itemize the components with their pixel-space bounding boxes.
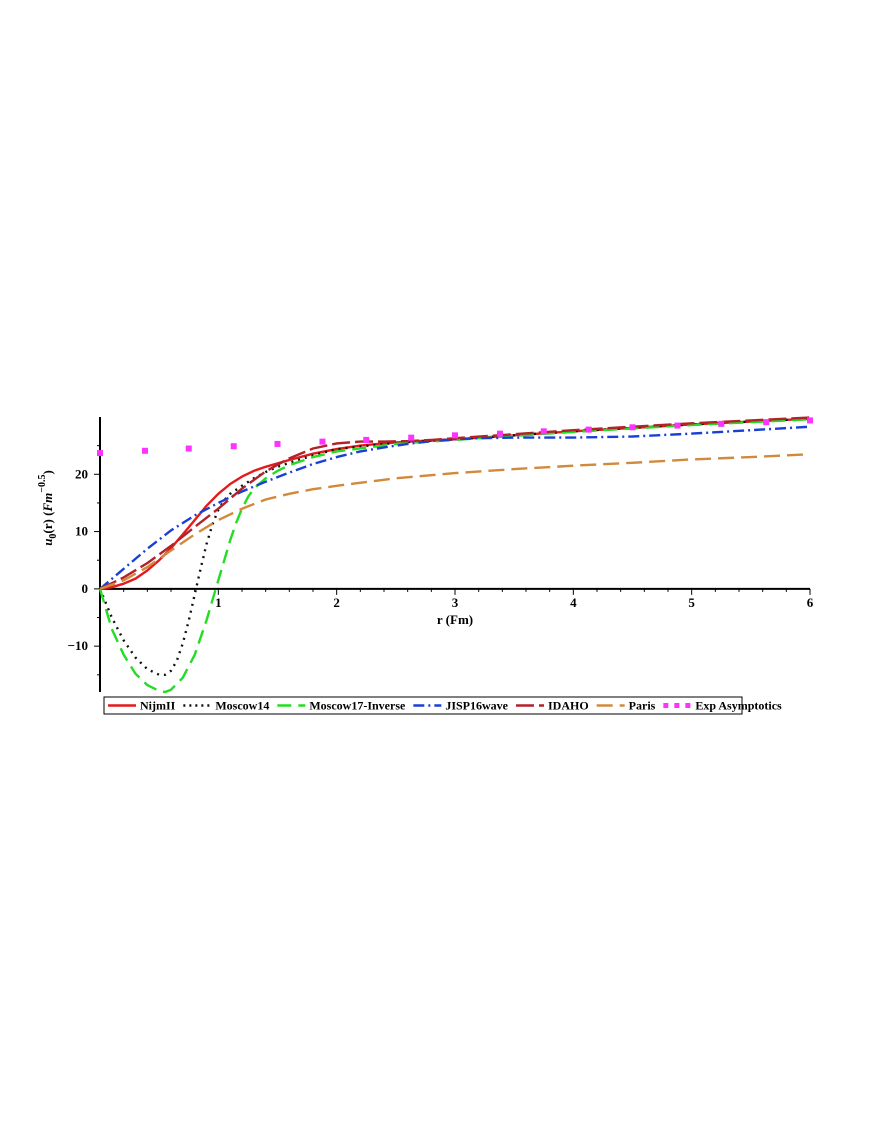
- data-point-exp-asymptotics: [230, 443, 237, 450]
- x-axis-title: r (Fm): [437, 612, 473, 627]
- x-tick-label: 2: [333, 595, 340, 610]
- y-axis-title-fm: Fm: [40, 493, 55, 513]
- legend: NijmII Moscow14 Moscow17-Inverse JISP16wave…: [103, 696, 782, 715]
- x-tick-label: 6: [807, 595, 814, 610]
- legend-item-exp-asymptotics: Exp Asymptotics: [663, 699, 782, 713]
- data-point-exp-asymptotics: [540, 428, 547, 435]
- data-point-exp-asymptotics: [97, 450, 103, 457]
- legend-item-paris: Paris: [596, 699, 656, 713]
- x-tick-label: 1: [215, 595, 222, 610]
- legend-item-moscow14: Moscow14: [183, 699, 269, 713]
- series-line-idaho: [99, 416, 811, 590]
- legend-label-paris: Paris: [629, 699, 656, 713]
- y-tick-label: −10: [68, 638, 88, 653]
- legend-swatch-exp-asymptotics: [674, 703, 680, 708]
- data-point-exp-asymptotics: [319, 438, 326, 445]
- legend-label-moscow17-inverse: Moscow17-Inverse: [309, 699, 406, 713]
- series-line-nijmii: [99, 417, 811, 591]
- data-point-exp-asymptotics: [763, 419, 770, 426]
- y-tick-label: 0: [82, 581, 89, 596]
- series-line-paris: [99, 453, 811, 591]
- svg-text:u0(r) (Fm−0.5): u0(r) (Fm−0.5): [37, 470, 59, 546]
- data-point-exp-asymptotics: [452, 432, 458, 439]
- legend-swatch-exp-asymptotics: [685, 703, 691, 708]
- x-tick-label: 3: [452, 595, 459, 610]
- y-tick-label: 10: [75, 524, 88, 539]
- legend-item-jisp16wave: JISP16wave: [413, 699, 509, 713]
- series-line-moscow14: [98, 417, 811, 676]
- legend-label-moscow14: Moscow14: [215, 699, 269, 713]
- y-axis-title-sub: 0: [48, 534, 59, 539]
- legend-item-nijmii: NijmII: [108, 699, 176, 713]
- legend-label-jisp16wave: JISP16wave: [445, 699, 508, 713]
- data-point-exp-asymptotics: [274, 440, 281, 447]
- data-point-exp-asymptotics: [141, 447, 148, 454]
- data-point-exp-asymptotics: [408, 434, 415, 441]
- data-point-exp-asymptotics: [807, 417, 813, 424]
- series-exp-asymptotics: [97, 417, 813, 457]
- series-line-moscow17-inverse: [98, 418, 811, 694]
- y-axis-title-r: (r) (: [40, 512, 55, 534]
- x-tick-label: 4: [570, 595, 577, 610]
- y-axis-title-sup: −0.5: [37, 475, 48, 493]
- series-line-jisp16wave: [99, 425, 811, 590]
- legend-item-idaho: IDAHO: [516, 699, 589, 713]
- data-point-exp-asymptotics: [585, 426, 592, 433]
- y-axis-title-close: ): [40, 470, 55, 474]
- axes: 1 2 3 4 5 6 −10 0 10 20: [68, 417, 814, 692]
- y-tick-label: 20: [75, 466, 88, 481]
- legend-swatch-exp-asymptotics: [663, 703, 669, 708]
- series-layer: [97, 416, 813, 694]
- legend-label-nijmii: NijmII: [140, 699, 176, 713]
- data-point-exp-asymptotics: [629, 424, 636, 431]
- legend-item-moscow17-inverse: Moscow17-Inverse: [277, 699, 406, 713]
- y-axis-title-u: u: [40, 539, 55, 546]
- data-point-exp-asymptotics: [496, 430, 503, 437]
- legend-label-idaho: IDAHO: [548, 699, 589, 713]
- legend-label-exp-asymptotics: Exp Asymptotics: [695, 699, 782, 713]
- y-axis-title: u0(r) (Fm−0.5): [37, 470, 59, 546]
- data-point-exp-asymptotics: [718, 420, 725, 427]
- data-point-exp-asymptotics: [363, 436, 370, 443]
- data-point-exp-asymptotics: [674, 422, 681, 429]
- x-tick-label: 5: [688, 595, 695, 610]
- data-point-exp-asymptotics: [185, 445, 192, 452]
